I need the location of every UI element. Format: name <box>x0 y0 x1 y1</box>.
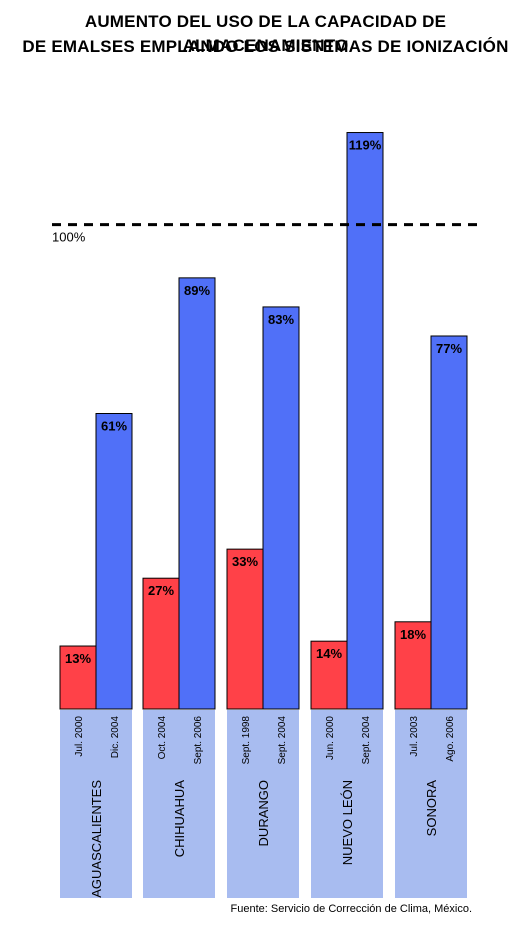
category-band <box>395 710 467 898</box>
source-note: Fuente: Servicio de Corrección de Clima,… <box>230 903 472 915</box>
category-band <box>311 710 383 898</box>
bar-value-label: 14% <box>316 646 342 661</box>
category-label: CHIHUAHUA <box>172 780 187 858</box>
date-label: Sept. 2006 <box>193 716 204 765</box>
bar <box>262 306 300 710</box>
bar <box>142 577 180 710</box>
reference-line-label: 100% <box>52 230 86 245</box>
date-label: Oct. 2004 <box>157 716 168 760</box>
date-label: Jul. 2003 <box>409 716 420 757</box>
date-label: Ago. 2006 <box>445 716 456 762</box>
date-label: Dic. 2004 <box>110 716 121 759</box>
bar <box>95 413 133 710</box>
date-label: Jun. 2000 <box>325 716 336 760</box>
bar-value-label: 119% <box>349 138 382 153</box>
bar-value-label: 89% <box>184 283 210 298</box>
chart-title-line-2: DE EMALSES EMPLANDO LOS SISTEMAS DE IONI… <box>22 37 509 56</box>
bar-value-label: 13% <box>65 651 91 666</box>
bar <box>178 277 216 710</box>
bar-value-label: 83% <box>268 312 294 327</box>
bar <box>226 548 264 710</box>
bar-value-label: 61% <box>101 419 127 434</box>
bar-value-label: 77% <box>436 341 462 356</box>
bar-value-label: 33% <box>232 554 258 569</box>
category-band <box>143 710 215 898</box>
category-label: NUEVO LEÓN <box>340 780 355 865</box>
category-label: DURANGO <box>256 780 271 846</box>
date-label: Sept. 1998 <box>241 716 252 765</box>
bar <box>310 640 348 710</box>
bar-value-label: 27% <box>148 583 174 598</box>
bar <box>430 335 468 710</box>
date-label: Jul. 2000 <box>74 716 85 757</box>
bar-value-label: 18% <box>400 627 426 642</box>
category-band <box>227 710 299 898</box>
category-label: SONORA <box>424 780 439 837</box>
bar <box>59 645 97 710</box>
chart-title-line-1: AUMENTO DEL USO DE LA CAPACIDAD DE ALMAC… <box>84 12 447 55</box>
category-band <box>60 710 132 898</box>
date-label: Sept. 2004 <box>277 716 288 765</box>
date-label: Sept. 2004 <box>361 716 372 765</box>
bar <box>346 132 384 710</box>
category-label: AGUASCALIENTES <box>89 780 104 898</box>
